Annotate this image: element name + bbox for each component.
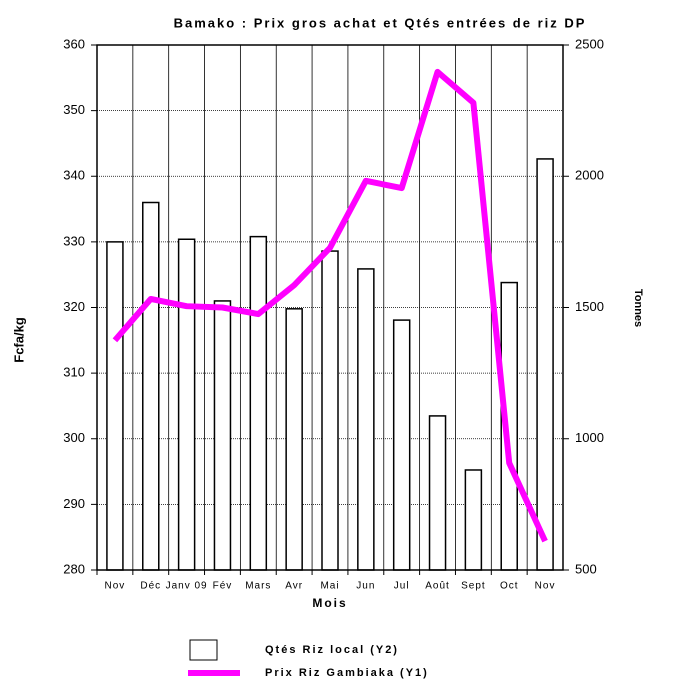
- x-tick-label: Janv 09: [166, 581, 208, 592]
- legend-label: Qtés Riz local (Y2): [265, 644, 399, 656]
- chart-title: Bamako : Prix gros achat et Qtés entrées…: [174, 15, 587, 30]
- y2-tick-label: 1000: [575, 430, 604, 445]
- x-tick-label: Avr: [285, 581, 303, 592]
- x-tick-label: Août: [425, 581, 450, 592]
- x-axis-label: Mois: [312, 596, 347, 610]
- x-tick-label: Sept: [461, 581, 486, 592]
- x-tick-label: Jun: [356, 581, 375, 592]
- y-tick-label: 310: [63, 365, 85, 380]
- x-tick-label: Oct: [500, 581, 519, 592]
- line: [112, 68, 548, 543]
- bar: [249, 235, 268, 571]
- y-tick-label: 330: [63, 233, 85, 248]
- bar: [177, 238, 196, 571]
- x-tick-label: Jul: [394, 581, 410, 592]
- y-tick-label: 320: [63, 299, 85, 314]
- y-tick-label: 300: [63, 430, 85, 445]
- y2-tick-label: 2500: [575, 36, 604, 51]
- y-tick-label: 290: [63, 496, 85, 511]
- bar: [357, 268, 375, 571]
- y2-tick-label: 2000: [575, 168, 604, 183]
- y2-tick-label: 1500: [575, 299, 604, 314]
- x-tick-label: Mai: [320, 581, 339, 592]
- bar: [285, 308, 303, 571]
- x-tick-label: Nov: [105, 581, 126, 592]
- bar: [321, 250, 339, 571]
- x-tick-label: Mars: [245, 581, 271, 592]
- legend-label: Prix Riz Gambiaka (Y1): [265, 667, 429, 679]
- bar: [392, 319, 411, 571]
- y-tick-label: 350: [63, 102, 85, 117]
- y2-tick-label: 500: [575, 561, 597, 576]
- x-tick-label: Déc: [140, 581, 161, 592]
- plot-frame: [96, 44, 564, 571]
- y-axis-label: Fcfa/kg: [11, 317, 26, 363]
- bar: [213, 300, 232, 571]
- bar: [106, 241, 124, 571]
- bar: [428, 415, 447, 571]
- y-tick-label: 360: [63, 36, 85, 51]
- y-tick-label: 280: [63, 561, 85, 576]
- bar: [142, 201, 160, 571]
- bar: [536, 158, 554, 571]
- x-tick-label: Nov: [535, 581, 556, 592]
- x-tick-label: Fév: [213, 581, 233, 592]
- y-tick-label: 340: [63, 168, 85, 183]
- y2-axis-label: Tonnes: [632, 289, 644, 327]
- legend-swatch: [189, 639, 218, 661]
- bar: [464, 469, 483, 571]
